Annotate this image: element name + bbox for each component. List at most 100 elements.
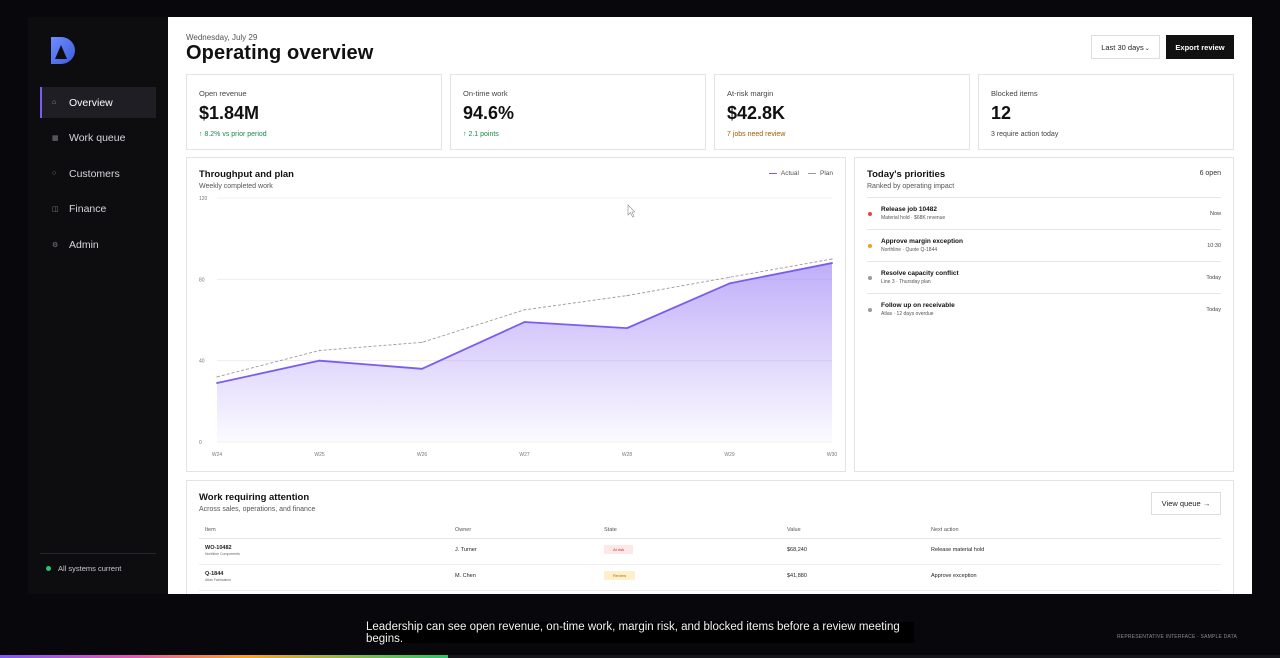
- plan-point: [831, 258, 833, 260]
- next-action-cell: Release material hold: [931, 547, 985, 553]
- status-badge: Review: [604, 571, 636, 580]
- column-header: Owner: [455, 527, 472, 533]
- kpi-value: $1.84M: [199, 103, 260, 123]
- list-item[interactable]: Approve margin exception Northline · Quo…: [867, 229, 1221, 261]
- gear-icon: ⚙: [52, 241, 59, 249]
- priority-time: Now: [1209, 211, 1221, 217]
- panel-subtitle: Across sales, operations, and finance: [199, 506, 316, 513]
- footer-note: REPRESENTATIVE INTERFACE · SAMPLE DATA: [1116, 634, 1237, 640]
- priority-subtitle: Material hold · $68K revenue: [881, 215, 946, 221]
- priority-subtitle: Atlas · 12 days overdue: [881, 311, 934, 317]
- priority-subtitle: Line 3 · Thursday plan: [881, 279, 931, 285]
- priority-time: Today: [1206, 307, 1221, 313]
- priority-dot-icon: [868, 308, 872, 312]
- plan-point: [216, 376, 218, 378]
- next-action-cell: Approve exception: [931, 573, 977, 579]
- legend-label: Plan: [819, 170, 833, 177]
- home-icon: ⌂: [52, 99, 57, 106]
- kpi-value: 12: [991, 103, 1012, 123]
- throughput-chart: 0 40 80 120 W24 W25 W26 W27 W28 W29 W30: [199, 196, 837, 458]
- item-id: WO-10482: [205, 545, 232, 551]
- item-cell: WO-10482 Northline Components: [205, 545, 240, 556]
- export-review-button[interactable]: Export review: [1166, 35, 1234, 59]
- date-range-select[interactable]: Last 30 days ⌄: [1091, 35, 1160, 59]
- plan-point: [421, 341, 423, 343]
- view-queue-button[interactable]: View queue →: [1151, 492, 1221, 515]
- sidebar-item-overview[interactable]: ⌂ Overview: [40, 87, 156, 118]
- value-cell: $41,880: [787, 573, 807, 579]
- system-status: All systems current: [40, 553, 156, 573]
- kpi-value: 94.6%: [463, 103, 515, 123]
- sidebar-nav: ⌂ Overview ▦ Work queue ○ Customers ◫ Fi…: [40, 87, 156, 265]
- y-tick-label: 40: [199, 359, 205, 365]
- table-row[interactable]: Q-1844 Atlas Fabrication M. Chen Review …: [199, 565, 1221, 591]
- priorities-panel: Today's priorities Ranked by operating i…: [854, 157, 1234, 472]
- legend-actual: Actual: [768, 170, 799, 177]
- table-header: Item Owner State Value Next action: [199, 525, 1221, 539]
- priority-title: Approve margin exception: [881, 238, 963, 245]
- circle-icon: ○: [52, 170, 57, 177]
- owner-cell: J. Turner: [455, 547, 477, 553]
- kpi-note: ↑ 2.1 points: [463, 131, 499, 138]
- brand-d-logo[interactable]: [50, 37, 76, 64]
- kpi-card-at-risk-margin: At-risk margin $42.8K 7 jobs need review: [714, 74, 970, 150]
- app-window: ⌂ Overview ▦ Work queue ○ Customers ◫ Fi…: [28, 17, 1252, 594]
- legend-line-icon: [807, 172, 816, 175]
- priorities-list: Release job 10482 Material hold · $68K r…: [867, 197, 1221, 325]
- mouse-cursor-icon: [627, 204, 635, 218]
- status-badge: At risk: [604, 545, 634, 554]
- panel-subtitle: Ranked by operating impact: [867, 183, 955, 190]
- x-tick-label: W29: [724, 452, 735, 458]
- sidebar-item-customers[interactable]: ○ Customers: [40, 158, 156, 189]
- plan-point: [523, 309, 526, 311]
- ledger-icon: ◫: [52, 206, 59, 213]
- page-date: Wednesday, July 29: [186, 33, 258, 42]
- sidebar-item-work-queue[interactable]: ▦ Work queue: [40, 123, 156, 154]
- main-content: Wednesday, July 29 Operating overview La…: [168, 17, 1252, 594]
- legend-line-icon: [768, 172, 777, 175]
- list-item[interactable]: Release job 10482 Material hold · $68K r…: [867, 197, 1221, 229]
- y-tick-label: 120: [199, 196, 208, 202]
- priorities-count: 6 open: [1199, 170, 1221, 177]
- x-tick-label: W24: [212, 452, 223, 458]
- sidebar-item-label: Overview: [69, 96, 113, 109]
- panel-title: Work requiring attention: [199, 492, 310, 503]
- plan-point: [318, 349, 321, 352]
- item-id: Q-1844: [205, 571, 224, 577]
- actual-point: [523, 321, 526, 323]
- priority-time: 10:30: [1207, 243, 1221, 249]
- owner-cell: M. Chen: [455, 573, 476, 579]
- kpi-label: Blocked items: [991, 89, 1038, 98]
- chart-legend: Actual Plan: [760, 170, 833, 177]
- x-tick-label: W28: [622, 452, 633, 458]
- item-subtitle: Northline Components: [205, 552, 240, 556]
- column-header: Next action: [931, 527, 959, 533]
- sidebar-item-admin[interactable]: ⚙ Admin: [40, 229, 156, 260]
- sidebar-item-finance[interactable]: ◫ Finance: [40, 194, 156, 225]
- item-subtitle: Atlas Fabrication: [205, 578, 232, 582]
- state-cell: At risk: [604, 545, 634, 554]
- actual-area: [217, 263, 832, 442]
- sidebar-item-label: Finance: [69, 203, 107, 215]
- list-item[interactable]: Resolve capacity conflict Line 3 · Thurs…: [867, 261, 1221, 293]
- priority-time: Today: [1206, 275, 1221, 281]
- sidebar-item-label: Customers: [69, 167, 120, 180]
- column-header: State: [604, 527, 617, 533]
- list-item[interactable]: Follow up on receivable Atlas · 12 days …: [867, 293, 1221, 325]
- state-cell: Review: [604, 571, 636, 580]
- plan-point: [728, 276, 731, 278]
- legend-label: Actual: [780, 170, 799, 177]
- playback-progress-bar[interactable]: [0, 655, 1280, 658]
- work-attention-panel: Work requiring attention Across sales, o…: [186, 480, 1234, 594]
- actual-point: [216, 382, 218, 384]
- priority-title: Release job 10482: [881, 206, 938, 213]
- kpi-note: 3 require action today: [991, 131, 1059, 138]
- panel-subtitle: Weekly completed work: [199, 183, 273, 190]
- throughput-panel: 0 40 80 120 W24 W25 W26 W27 W28 W29 W30 Throughput…: [186, 157, 846, 472]
- priority-subtitle: Northline · Quote Q-1844: [881, 247, 938, 253]
- sidebar: ⌂ Overview ▦ Work queue ○ Customers ◫ Fi…: [28, 17, 168, 594]
- table-row[interactable]: WO-10482 Northline Components J. Turner …: [199, 539, 1221, 565]
- work-table: Item Owner State Value Next action WO-10…: [199, 525, 1221, 591]
- system-status-label: All systems current: [58, 564, 122, 573]
- actual-point: [421, 367, 423, 370]
